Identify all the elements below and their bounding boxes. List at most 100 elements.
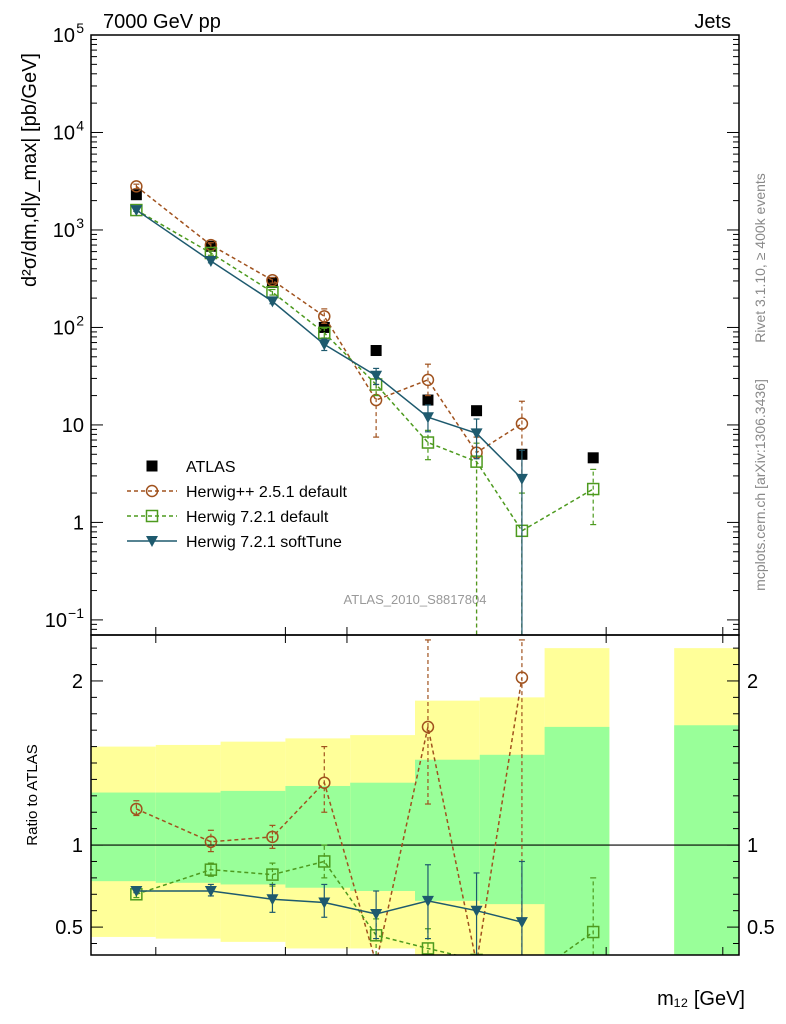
data-point [471, 958, 482, 969]
data-point [471, 405, 483, 417]
data-point [421, 373, 435, 387]
legend-marker [146, 536, 158, 547]
svg-text:5: 5 [76, 20, 84, 36]
y-tick-label: 210 [53, 312, 84, 339]
ratio-frame [90, 634, 740, 956]
data-point [318, 897, 331, 909]
legend-entry: Herwig++ 2.5.1 default [127, 484, 348, 501]
data-point [515, 417, 529, 430]
legend-marker [145, 484, 159, 498]
svg-text:2: 2 [76, 312, 84, 328]
series-data [130, 189, 599, 464]
svg-text:−1: −1 [68, 605, 84, 621]
data-point [318, 339, 331, 351]
ratio-tick-label: 0.5 [55, 917, 83, 939]
data-point [266, 296, 279, 308]
y-tick-label: 510 [53, 20, 84, 47]
ratio-band-green [544, 726, 610, 955]
ratio-series [130, 639, 600, 988]
ratio-tick-label: 2 [72, 671, 83, 693]
legend-entry: Herwig 7.2.1 default [127, 509, 329, 526]
legend-label: Herwig 7.2.1 softTune [186, 534, 342, 551]
data-point [587, 452, 599, 464]
series-line [136, 890, 523, 923]
ratio-band-green [415, 759, 480, 901]
data-point [470, 428, 483, 440]
data-point [586, 925, 600, 939]
svg-text:10: 10 [53, 317, 75, 339]
series-circle [130, 639, 529, 969]
series-square [130, 203, 600, 635]
y-tick-label: −110 [45, 605, 84, 632]
ratio-band-green [674, 725, 739, 955]
data-point [318, 855, 331, 868]
data-point [422, 394, 434, 406]
data-point [204, 886, 217, 897]
ratio-axis-ticks: 0.5 0.5 1 1 2 2 [55, 635, 775, 955]
data-point [421, 895, 434, 907]
y-tick-label: 10 [62, 415, 84, 437]
data-point [516, 977, 527, 988]
legend-label: ATLAS [186, 459, 236, 476]
svg-text:10: 10 [45, 610, 67, 632]
data-point [370, 345, 382, 357]
ratio-tick-label: 0.5 [747, 917, 775, 939]
data-point [266, 273, 279, 287]
ratio-band-green [91, 792, 156, 882]
data-point [515, 671, 529, 684]
data-point [421, 942, 435, 955]
y-axis-label: d²σ/dm,d|y_max| [pb/GeV] [19, 53, 41, 287]
svg-text:1: 1 [73, 512, 84, 534]
data-point [130, 180, 143, 193]
svg-text:3: 3 [76, 215, 84, 231]
mcplots-label: mcplots.cern.ch [arXiv:1306.3436] [752, 379, 768, 591]
svg-text:10: 10 [53, 25, 75, 47]
data-point [204, 863, 218, 876]
data-point [130, 189, 142, 201]
series-triangle [130, 205, 528, 635]
data-point [515, 917, 528, 929]
ratio-tick-label: 1 [72, 835, 83, 857]
data-point [371, 958, 382, 969]
ratio-band-green [155, 792, 221, 883]
data-point [470, 953, 483, 955]
data-point [130, 802, 143, 816]
data-point [586, 482, 600, 496]
series-circle [130, 180, 529, 635]
data-point [370, 908, 383, 920]
header-left: 7000 GeV pp [103, 11, 221, 33]
svg-text:10: 10 [53, 220, 75, 242]
data-point [421, 412, 434, 424]
ratio-band-green [350, 782, 415, 891]
x-axis-label: m₁₂ [GeV] [657, 988, 745, 1010]
y-tick-label: 310 [53, 215, 84, 242]
legend-marker [145, 509, 159, 523]
data-point [318, 310, 331, 323]
legend-entry: ATLAS [146, 459, 236, 476]
data-point [204, 256, 217, 268]
series-line [135, 209, 594, 532]
ratio-tick-label: 2 [747, 671, 758, 693]
header-right: Jets [694, 11, 731, 33]
data-point [515, 473, 528, 485]
svg-text:10: 10 [53, 122, 75, 144]
data-point [266, 830, 279, 844]
data-point [266, 868, 279, 881]
main-series [130, 180, 600, 635]
data-point [266, 894, 279, 906]
svg-text:10: 10 [62, 415, 84, 437]
legend-marker [146, 460, 158, 472]
data-point [421, 436, 435, 449]
ratio-y-axis-label: Ratio to ATLAS [24, 744, 41, 845]
legend-label: Herwig++ 2.5.1 default [186, 484, 348, 501]
ratio-tick-label: 1 [747, 835, 758, 857]
series-triangle [130, 860, 528, 955]
data-point [204, 835, 218, 849]
data-point [318, 326, 331, 340]
data-point [130, 886, 143, 897]
data-point [470, 905, 483, 917]
series-line [135, 185, 523, 454]
data-point [130, 205, 143, 217]
legend-label: Herwig 7.2.1 default [186, 509, 329, 526]
